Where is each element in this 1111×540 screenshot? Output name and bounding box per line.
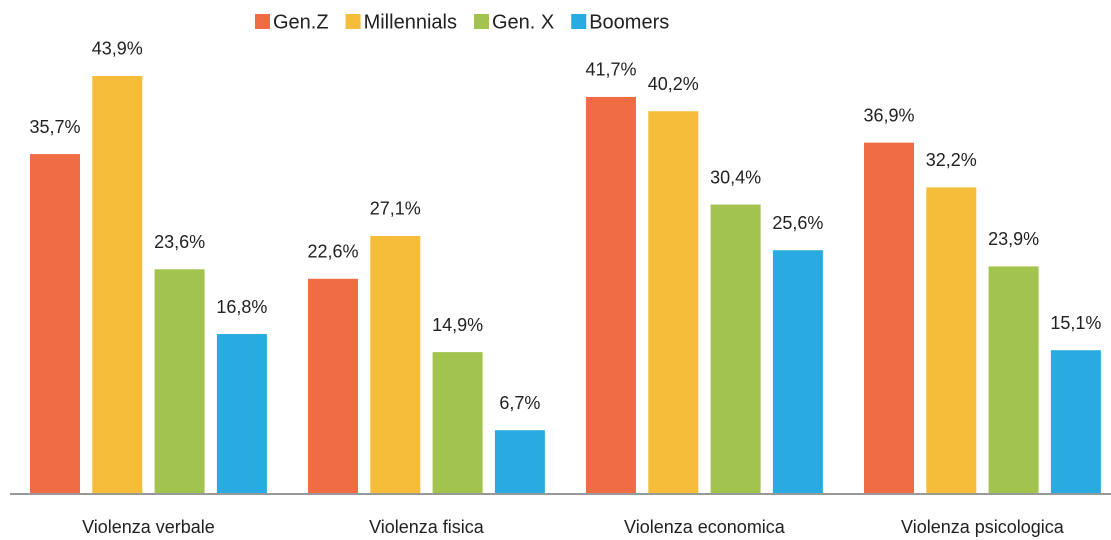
bar (648, 111, 699, 495)
value-label: 35,7% (29, 117, 80, 137)
bar (30, 154, 80, 494)
bar (494, 430, 545, 494)
value-label: 15,1% (1050, 313, 1101, 333)
bar (710, 204, 761, 494)
value-label: 6,7% (499, 393, 540, 413)
x-tick-label: Violenza economica (624, 517, 786, 537)
bar (1050, 350, 1101, 494)
bar (586, 96, 636, 494)
x-tick-label: Violenza verbale (82, 517, 215, 537)
x-tick-label: Violenza fisica (369, 517, 485, 537)
value-label: 27,1% (370, 199, 421, 219)
bar (154, 269, 205, 494)
value-label: 32,2% (926, 150, 977, 170)
value-label: 14,9% (432, 315, 483, 335)
value-label: 25,6% (772, 213, 823, 233)
bar (370, 235, 421, 494)
value-label: 43,9% (92, 39, 143, 59)
legend-label: Gen.Z (273, 11, 329, 33)
value-label: 41,7% (585, 60, 636, 80)
legend-label: Gen. X (492, 11, 554, 33)
value-label: 30,4% (710, 167, 761, 187)
value-label: 23,9% (988, 229, 1039, 249)
legend-swatch (255, 14, 270, 29)
legend-swatch (473, 14, 489, 29)
value-label: 36,9% (863, 105, 914, 125)
bar (988, 266, 1039, 494)
bar (216, 334, 267, 494)
bar (926, 187, 977, 494)
value-label: 16,8% (216, 297, 267, 317)
legend-label: Millennials (364, 11, 457, 33)
bar (432, 352, 483, 494)
value-label: 22,6% (307, 242, 358, 262)
bar (864, 142, 914, 494)
legend-label: Boomers (589, 11, 669, 33)
legend-swatch (571, 14, 587, 29)
bar (772, 250, 823, 494)
x-tick-label: Violenza psicologica (901, 517, 1065, 537)
bar (92, 75, 143, 494)
value-label: 23,6% (154, 232, 205, 252)
legend-swatch (345, 14, 361, 29)
bar (308, 278, 358, 494)
value-label: 40,2% (648, 74, 699, 94)
